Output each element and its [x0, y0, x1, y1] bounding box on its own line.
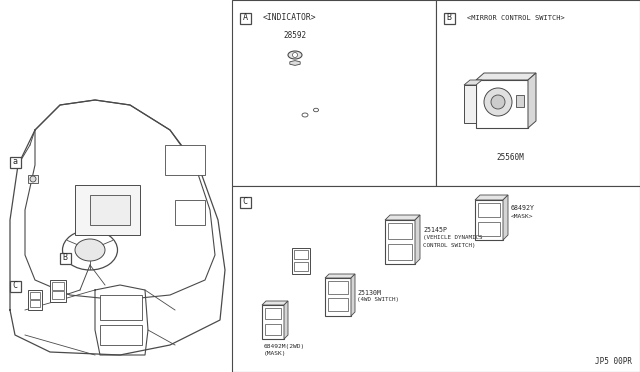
Text: CONTROL SWITCH): CONTROL SWITCH) — [423, 243, 476, 247]
Bar — [294, 262, 308, 271]
Polygon shape — [464, 80, 482, 85]
Bar — [50, 280, 66, 302]
Bar — [388, 244, 412, 260]
Polygon shape — [503, 195, 508, 240]
Text: C: C — [243, 198, 248, 206]
Bar — [90, 195, 130, 225]
Bar — [52, 282, 64, 290]
Bar — [30, 300, 40, 307]
Bar — [385, 220, 415, 264]
Text: (4WD SWITCH): (4WD SWITCH) — [357, 298, 399, 302]
Bar — [464, 85, 476, 123]
Bar — [476, 80, 528, 128]
Bar — [265, 324, 281, 335]
Text: JP5 00PR: JP5 00PR — [595, 357, 632, 366]
Bar — [30, 292, 40, 299]
Circle shape — [491, 95, 505, 109]
Text: C: C — [13, 282, 17, 291]
Bar — [328, 298, 348, 311]
Bar — [232, 0, 436, 186]
Text: 25130M: 25130M — [357, 290, 381, 296]
Bar — [475, 200, 503, 240]
Polygon shape — [385, 215, 420, 220]
Text: 28592: 28592 — [284, 31, 307, 39]
Bar — [325, 278, 351, 316]
Circle shape — [484, 88, 512, 116]
Bar — [478, 222, 500, 236]
Text: A: A — [243, 13, 248, 22]
Bar — [175, 200, 205, 225]
Ellipse shape — [302, 113, 308, 117]
Polygon shape — [475, 195, 508, 200]
Bar — [478, 203, 500, 217]
Bar — [52, 291, 64, 299]
Circle shape — [30, 176, 36, 182]
Bar — [436, 0, 640, 186]
Bar — [100, 295, 142, 320]
Polygon shape — [528, 73, 536, 128]
Bar — [232, 186, 640, 372]
Bar — [28, 290, 42, 310]
Polygon shape — [284, 301, 288, 339]
Bar — [10, 157, 20, 167]
Bar — [28, 175, 38, 183]
Polygon shape — [476, 73, 536, 80]
Text: (VEHICLE DYNAMICS: (VEHICLE DYNAMICS — [423, 235, 483, 241]
Text: 25145P: 25145P — [423, 227, 447, 233]
Text: B: B — [447, 13, 451, 22]
Bar — [444, 13, 454, 23]
Ellipse shape — [314, 108, 319, 112]
Ellipse shape — [63, 230, 118, 270]
Bar — [75, 185, 140, 235]
Polygon shape — [290, 61, 300, 65]
Text: 25560M: 25560M — [496, 154, 524, 163]
Text: B: B — [63, 253, 67, 263]
Ellipse shape — [75, 239, 105, 261]
Text: 68492Y: 68492Y — [511, 205, 535, 211]
Text: <MASK>: <MASK> — [511, 214, 534, 218]
Bar — [239, 13, 250, 23]
Bar — [60, 253, 70, 263]
Bar — [294, 250, 308, 259]
Text: <INDICATOR>: <INDICATOR> — [263, 13, 317, 22]
Text: (MASK): (MASK) — [264, 351, 287, 356]
Bar — [10, 280, 20, 292]
Bar — [516, 95, 524, 107]
Ellipse shape — [288, 51, 302, 59]
Polygon shape — [415, 215, 420, 264]
Bar — [100, 325, 142, 345]
Text: a: a — [13, 157, 17, 167]
Bar — [292, 248, 310, 274]
Text: 68492M(2WD): 68492M(2WD) — [264, 344, 305, 349]
Text: <MIRROR CONTROL SWITCH>: <MIRROR CONTROL SWITCH> — [467, 15, 564, 21]
Bar — [328, 281, 348, 294]
Polygon shape — [325, 274, 355, 278]
Polygon shape — [262, 301, 288, 305]
Bar — [265, 308, 281, 319]
Bar — [165, 145, 205, 175]
Circle shape — [292, 52, 298, 58]
Bar — [262, 305, 284, 339]
Bar — [239, 196, 250, 208]
Polygon shape — [351, 274, 355, 316]
Bar — [388, 223, 412, 239]
